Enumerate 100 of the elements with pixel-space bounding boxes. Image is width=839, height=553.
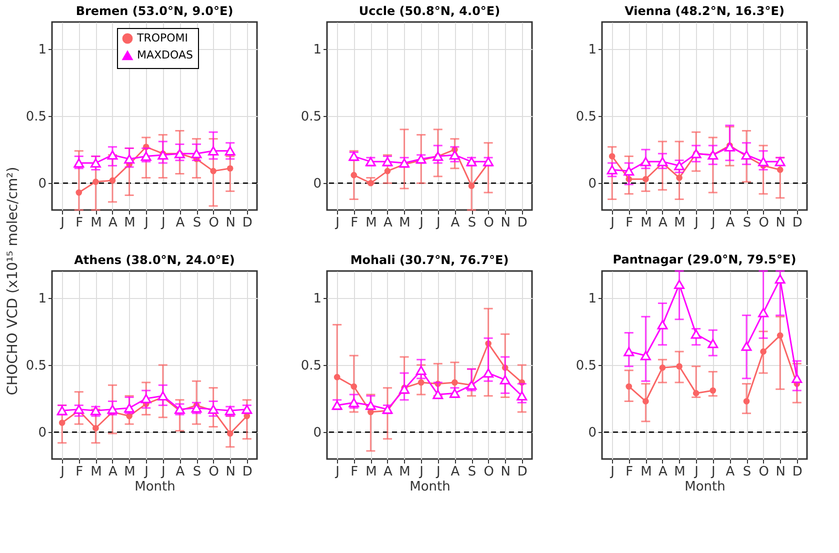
point	[468, 182, 475, 189]
y-tick-label: 1	[588, 42, 596, 58]
point	[758, 308, 769, 318]
x-tick-label: N	[226, 216, 236, 230]
y-tick-label: 0	[588, 426, 596, 441]
x-tick-label: S	[742, 216, 752, 230]
point	[174, 148, 185, 158]
point	[208, 404, 219, 414]
x-tick-label: J	[334, 216, 340, 230]
point	[724, 142, 735, 152]
point	[158, 391, 168, 401]
x-tick-label: A	[108, 464, 118, 480]
point	[368, 180, 374, 186]
x-tick-label: A	[176, 216, 185, 230]
point	[776, 166, 784, 173]
point	[140, 152, 152, 161]
x-tick-label: J	[160, 216, 166, 230]
x-tick-label: D	[517, 216, 528, 230]
point	[382, 157, 393, 166]
x-tick-label: A	[726, 216, 735, 230]
point	[109, 177, 116, 184]
point	[74, 404, 84, 414]
x-tick-label: O	[484, 464, 494, 480]
point	[500, 375, 510, 384]
x-tick-label: J	[710, 464, 716, 480]
point	[692, 390, 700, 396]
point	[659, 364, 666, 371]
x-tick-label: S	[468, 216, 476, 230]
point	[449, 150, 460, 160]
point	[642, 176, 649, 182]
x-tick-label: O	[758, 216, 769, 230]
legend-label: MAXDOAS	[137, 48, 194, 62]
y-tick-label: 0	[588, 176, 596, 192]
x-tick-label: A	[108, 216, 118, 230]
x-tick-label: O	[208, 216, 219, 230]
x-tick-label: J	[60, 464, 65, 480]
x-tick-label: J	[610, 216, 615, 230]
point	[76, 189, 82, 196]
x-tick-label: M	[399, 464, 410, 480]
point	[140, 394, 152, 404]
point	[676, 363, 682, 370]
x-tick-label: S	[192, 464, 202, 480]
point	[657, 320, 668, 330]
point	[191, 148, 202, 158]
x-tick-label: S	[742, 464, 752, 480]
y-tick-label: 1	[588, 291, 596, 306]
x-tick-label: D	[792, 216, 802, 230]
x-tick-label: D	[792, 464, 802, 480]
x-tick-label: N	[500, 216, 510, 230]
x-tick-label: F	[626, 464, 634, 480]
point	[608, 153, 616, 160]
chart-title: Uccle (50.8°N, 4.0°E)	[358, 4, 500, 18]
x-tick-label: J	[334, 464, 340, 480]
point	[674, 161, 685, 170]
x-tick-label: N	[226, 464, 236, 480]
x-axis-title: Month	[684, 480, 726, 494]
point	[708, 338, 718, 348]
point	[365, 400, 376, 410]
x-tick-label: S	[192, 216, 202, 230]
point	[92, 424, 99, 432]
point	[418, 379, 424, 386]
x-tick-label: J	[144, 216, 149, 230]
y-tick-label: 0.5	[576, 110, 596, 124]
y-tick-label: 0	[38, 426, 46, 441]
y-tick-label: 1	[313, 42, 322, 58]
x-tick-label: S	[468, 464, 476, 480]
point	[226, 430, 234, 437]
y-tick-label: 0	[313, 176, 322, 192]
point	[743, 398, 750, 404]
point	[690, 329, 702, 339]
x-tick-label: M	[674, 216, 686, 230]
point	[776, 332, 784, 339]
x-tick-label: M	[674, 464, 686, 480]
point	[107, 150, 118, 160]
x-tick-label: J	[694, 216, 699, 230]
x-tick-label: J	[418, 216, 424, 230]
x-tick-label: J	[418, 464, 424, 480]
y-tick-label: 0.5	[300, 110, 322, 124]
chart-title: Vienna (48.2°N, 16.3°E)	[624, 4, 784, 18]
y-tick-label: 0.5	[26, 358, 46, 374]
x-tick-label: J	[435, 464, 440, 480]
y-tick-label: 1	[38, 42, 46, 58]
point	[640, 157, 651, 166]
point	[58, 420, 66, 426]
x-tick-label: F	[350, 464, 358, 480]
x-tick-label: M	[90, 464, 102, 480]
x-axis-title: Month	[134, 480, 176, 494]
point	[224, 146, 236, 156]
x-tick-label: M	[640, 216, 652, 230]
y-tick-label: 1	[313, 291, 322, 306]
y-tick-label: 0.5	[26, 110, 46, 124]
point	[710, 387, 716, 394]
point	[483, 368, 494, 378]
point	[657, 157, 668, 166]
x-tick-label: J	[610, 464, 615, 480]
x-tick-label: M	[640, 464, 652, 480]
point	[642, 398, 649, 404]
point	[384, 168, 391, 174]
x-tick-label: O	[758, 464, 769, 480]
point	[452, 379, 458, 386]
